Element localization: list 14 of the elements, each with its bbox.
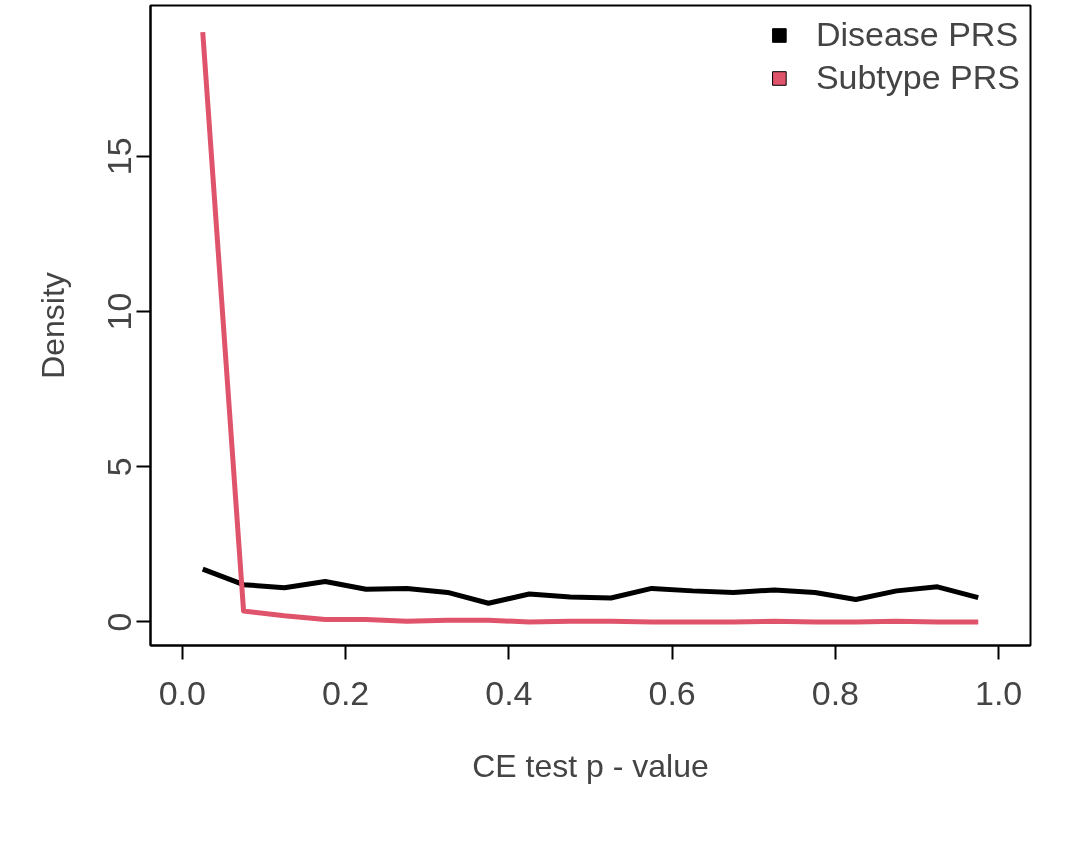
y-tick-label: 0 [100, 612, 139, 632]
x-tick-label: 0.2 [321, 673, 370, 712]
y-axis-title: Density [34, 272, 71, 379]
x-tick-label: 0.8 [811, 673, 860, 712]
legend-label: Disease PRS [815, 15, 1019, 54]
y-tick-label: 5 [100, 457, 139, 477]
x-tick-label: 0.4 [485, 673, 533, 712]
x-axis-title: CE test p - value [472, 747, 709, 784]
legend-label: Subtype PRS [815, 58, 1020, 97]
y-tick-label: 15 [100, 137, 139, 176]
x-tick-label: 1.0 [975, 673, 1023, 712]
y-tick-label: 10 [100, 292, 139, 331]
x-tick-label: 0.0 [158, 673, 206, 712]
x-tick-label: 0.6 [648, 673, 696, 712]
